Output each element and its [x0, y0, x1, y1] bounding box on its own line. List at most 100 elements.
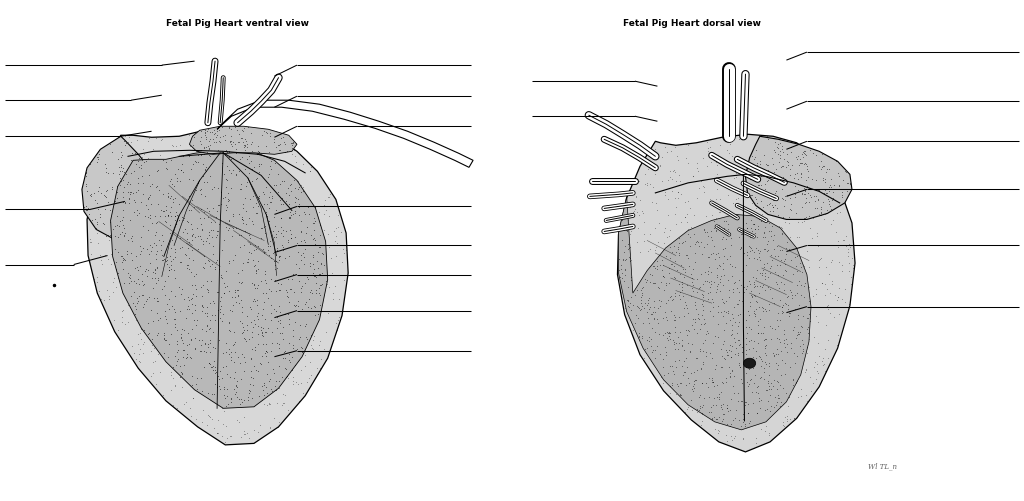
Point: [720, 351, 736, 359]
Point: [210, 124, 226, 132]
Point: [657, 143, 674, 151]
Point: [328, 252, 344, 260]
Point: [284, 353, 300, 361]
Point: [182, 295, 199, 303]
Point: [238, 135, 254, 143]
Point: [214, 404, 230, 412]
Point: [189, 158, 206, 166]
Point: [180, 281, 197, 289]
Point: [775, 199, 792, 207]
Point: [191, 137, 208, 145]
Point: [712, 208, 728, 216]
Point: [745, 220, 762, 228]
Point: [250, 241, 266, 249]
Point: [690, 304, 707, 312]
Point: [249, 140, 265, 148]
Point: [155, 391, 171, 399]
Point: [814, 198, 830, 206]
Point: [779, 293, 796, 301]
Point: [170, 346, 186, 354]
Point: [765, 207, 781, 215]
Point: [115, 145, 131, 153]
Point: [679, 250, 695, 259]
Point: [251, 363, 267, 371]
Point: [217, 246, 233, 255]
Point: [723, 240, 739, 248]
Point: [762, 153, 778, 161]
Point: [687, 240, 703, 248]
Point: [294, 202, 310, 210]
Point: [244, 329, 260, 337]
Point: [694, 381, 711, 389]
Point: [136, 300, 153, 308]
Point: [100, 292, 117, 300]
Point: [134, 184, 151, 192]
Point: [623, 276, 639, 284]
Point: [757, 204, 773, 212]
Point: [105, 211, 122, 219]
Point: [839, 232, 855, 240]
Point: [728, 329, 744, 337]
Point: [99, 286, 116, 294]
Point: [762, 268, 778, 276]
Point: [103, 185, 120, 193]
Point: [694, 409, 711, 417]
Point: [759, 204, 775, 212]
Point: [690, 167, 707, 175]
Point: [779, 161, 796, 169]
Point: [255, 189, 271, 197]
Point: [220, 308, 237, 316]
Point: [643, 315, 659, 323]
Point: [702, 403, 719, 411]
Point: [147, 249, 164, 258]
Point: [275, 334, 292, 342]
Point: [229, 291, 246, 299]
Point: [819, 205, 836, 213]
Point: [730, 226, 746, 234]
Point: [266, 213, 283, 221]
Point: [256, 249, 272, 257]
Point: [211, 382, 227, 390]
Polygon shape: [217, 100, 473, 167]
Point: [663, 167, 679, 175]
Point: [133, 223, 150, 231]
Point: [295, 249, 311, 257]
Point: [752, 290, 768, 298]
Point: [625, 326, 641, 334]
Point: [251, 161, 267, 169]
Point: [213, 344, 229, 352]
Point: [637, 170, 653, 178]
Point: [276, 399, 293, 407]
Point: [283, 208, 299, 216]
Point: [266, 309, 283, 317]
Point: [200, 187, 216, 195]
Point: [179, 305, 196, 313]
Point: [719, 420, 735, 428]
Point: [160, 211, 176, 219]
Point: [688, 401, 705, 409]
Point: [123, 138, 139, 146]
Point: [259, 200, 275, 208]
Point: [87, 196, 103, 204]
Point: [140, 329, 157, 337]
Point: [269, 226, 286, 234]
Point: [736, 249, 753, 257]
Point: [282, 342, 298, 350]
Point: [667, 328, 683, 336]
Point: [760, 166, 776, 174]
Point: [631, 333, 647, 341]
Point: [258, 352, 274, 360]
Point: [265, 249, 282, 257]
Point: [702, 149, 719, 157]
Point: [681, 242, 697, 250]
Point: [133, 263, 150, 271]
Point: [82, 191, 98, 199]
Point: [193, 283, 209, 291]
Point: [754, 357, 770, 365]
Point: [195, 303, 211, 311]
Point: [741, 323, 758, 331]
Point: [797, 184, 813, 192]
Point: [144, 198, 161, 206]
Point: [256, 391, 272, 399]
Point: [180, 329, 197, 337]
